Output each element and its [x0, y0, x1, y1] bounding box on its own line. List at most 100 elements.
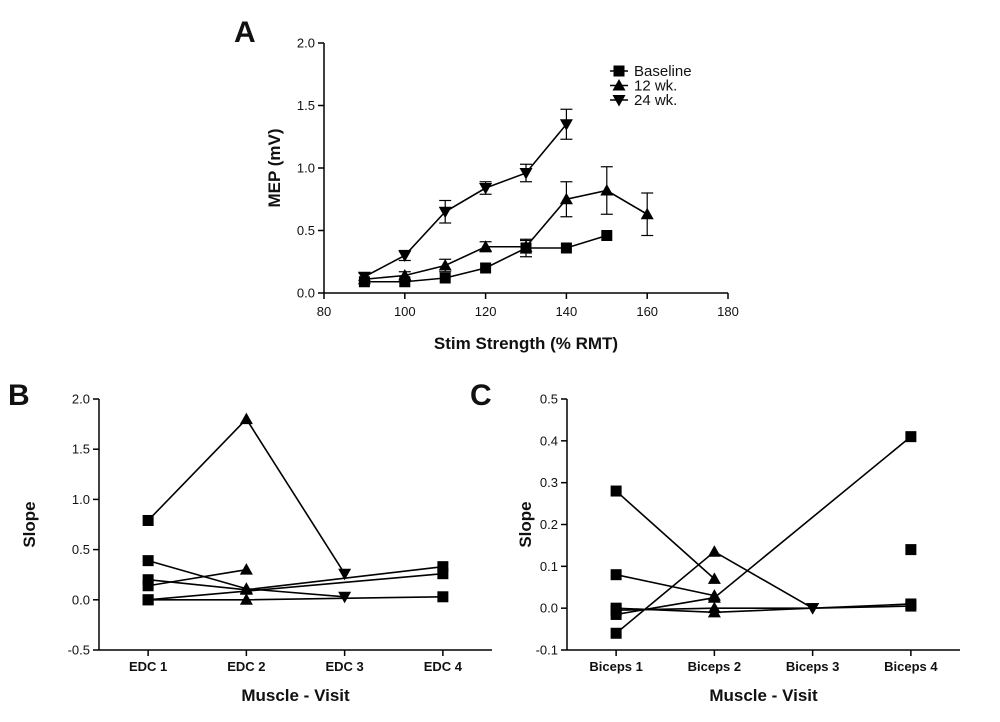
subject-line: [610, 431, 917, 620]
y-tick-label: 0.0: [297, 286, 315, 301]
subject-line: [142, 412, 352, 581]
data-point: [437, 591, 449, 603]
data-point: [437, 561, 449, 573]
legend-label: 12 wk.: [634, 78, 677, 95]
x-category-label: EDC 3: [325, 659, 363, 674]
x-tick-label: 160: [636, 304, 658, 319]
y-tick-label: 2.0: [297, 36, 315, 51]
legend-marker: [612, 95, 626, 107]
data-point: [600, 184, 614, 196]
subject-line: [142, 568, 449, 606]
y-tick-label: 0.3: [540, 475, 558, 490]
connecting-line: [615, 490, 715, 580]
panel-c-chart: -0.1 0.0 0.1 0.2 0.3 0.4 0.5 Slope Biceps 1 Bicep…: [516, 392, 960, 705]
connecting-line: [147, 417, 346, 575]
x-category-label: Biceps 4: [884, 659, 938, 674]
x-tick-label: 80: [317, 304, 331, 319]
legend-marker: [612, 79, 626, 91]
x-axis-title: Muscle - Visit: [709, 686, 818, 705]
panel-b-chart: -0.5 0.0 0.5 1.0 1.5 2.0 Slope EDC 1 EDC 2 EDC 3 E…: [20, 392, 492, 705]
data-point: [707, 545, 721, 557]
data-point: [438, 206, 452, 219]
x-axis-title: Muscle - Visit: [241, 686, 350, 705]
data-point: [357, 271, 371, 284]
data-point: [905, 600, 917, 612]
subject-line: [610, 485, 721, 584]
y-tick-label: -0.1: [536, 643, 558, 658]
data-point: [707, 591, 721, 603]
data-point: [142, 594, 154, 606]
data-point: [479, 183, 493, 195]
data-point: [239, 563, 253, 575]
y-tick-label: 0.1: [540, 559, 558, 574]
data-point: [398, 269, 412, 281]
y-axis-title: Slope: [516, 501, 535, 547]
subject-line: [610, 569, 721, 601]
data-point: [399, 276, 411, 288]
y-tick-label: 1.0: [72, 492, 90, 507]
x-tick-label: 100: [394, 304, 416, 319]
data-point: [142, 580, 154, 592]
x-category-label: EDC 2: [227, 659, 265, 674]
y-tick-label: 0.5: [540, 392, 558, 407]
subject-line: [905, 544, 917, 556]
y-tick-label: 2.0: [72, 392, 90, 407]
connecting-line: [615, 436, 912, 616]
panel-letter-a: A: [234, 16, 256, 49]
x-category-label: EDC 1: [129, 659, 167, 674]
y-tick-label: 0.5: [72, 542, 90, 557]
series-line: [364, 189, 648, 281]
connecting-line: [148, 572, 443, 601]
panel-letter-b: B: [8, 379, 30, 412]
data-point: [707, 601, 721, 614]
x-tick-label: 180: [717, 304, 739, 319]
data-point: [519, 240, 533, 252]
legend-marker: [613, 65, 625, 77]
y-tick-label: 0.0: [72, 592, 90, 607]
data-point: [239, 412, 253, 425]
data-point: [479, 240, 493, 252]
y-tick-label: 0.0: [540, 601, 558, 616]
data-point: [601, 230, 613, 241]
x-tick-label: 140: [556, 304, 578, 319]
data-point: [142, 555, 154, 567]
y-tick-label: 1.5: [297, 98, 315, 113]
data-point: [610, 604, 622, 616]
legend-label: Baseline: [634, 63, 692, 80]
y-axis-title: MEP (mV): [265, 128, 284, 207]
data-point: [519, 168, 533, 180]
connecting-line: [615, 573, 715, 597]
data-point: [559, 192, 573, 205]
panel-a-chart: 0.0 0.5 1.0 1.5 2.0 MEP (mV) 80 100 120 140 160 180…: [265, 36, 739, 354]
subject-line: [610, 600, 917, 616]
y-tick-label: 1.5: [72, 442, 90, 457]
y-axis-title: Slope: [20, 501, 39, 547]
data-point: [142, 514, 154, 526]
data-point: [142, 574, 154, 586]
data-point: [239, 593, 253, 605]
data-point: [610, 569, 622, 581]
data-point: [480, 262, 492, 274]
data-point: [905, 431, 917, 443]
data-point: [398, 250, 412, 262]
data-point: [560, 242, 572, 254]
x-category-label: Biceps 1: [589, 659, 642, 674]
y-tick-label: 0.2: [540, 517, 558, 532]
data-point: [338, 568, 352, 581]
x-tick-label: 120: [475, 304, 497, 319]
x-category-label: Biceps 2: [688, 659, 741, 674]
x-category-label: EDC 4: [424, 659, 463, 674]
series-line: [364, 123, 568, 278]
connecting-line: [616, 605, 911, 612]
data-point: [559, 119, 573, 131]
data-point: [438, 259, 452, 271]
connecting-line: [148, 595, 443, 601]
y-tick-label: -0.5: [68, 643, 90, 658]
data-point: [610, 485, 622, 497]
data-point: [640, 207, 654, 220]
y-tick-label: 0.4: [540, 433, 558, 448]
data-point: [439, 272, 451, 284]
data-point: [905, 544, 917, 556]
